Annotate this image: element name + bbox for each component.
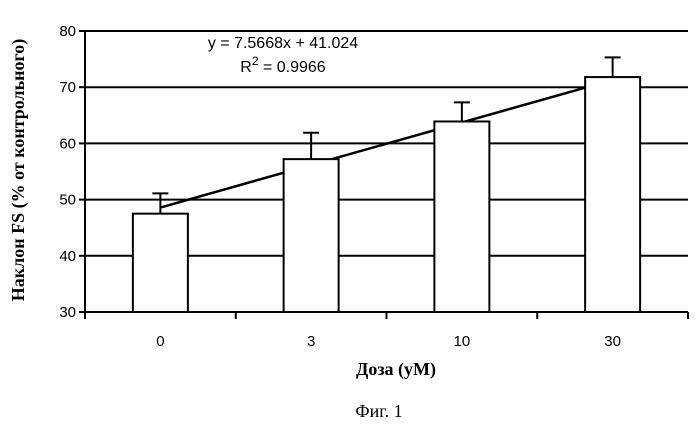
y-tick-label: 50 [59,192,76,209]
x-tick-label: 0 [156,333,164,350]
x-tick-label: 10 [454,333,471,350]
x-tick-label: 3 [307,333,315,350]
y-tick-label: 80 [59,23,76,40]
y-tick-label: 70 [59,79,76,96]
x-axis-title: Доза (уМ) [356,359,436,380]
r2-value: = 0.9966 [259,59,326,76]
bar [133,214,188,312]
bar [585,77,640,312]
trendline-r-squared: R2 = 0.9966 [240,54,326,76]
y-tick-label: 40 [59,248,76,265]
y-tick-label: 30 [59,304,76,321]
bars [133,57,640,312]
bar [434,121,489,312]
bar [284,159,339,312]
r2-prefix: R [240,59,252,76]
x-tick-label: 30 [604,333,621,350]
y-tick-label: 60 [59,135,76,152]
y-axis-title: Наклон FS (% от контрольного) [8,39,29,302]
figure-caption: Фиг. 1 [355,401,402,421]
trendline-equation: y = 7.5668x + 41.024 [208,35,358,52]
